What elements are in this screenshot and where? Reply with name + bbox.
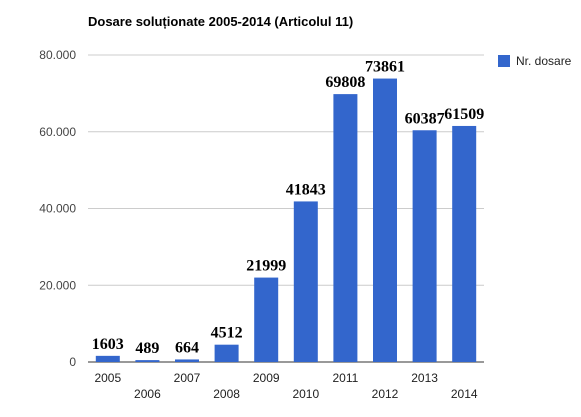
bar (214, 344, 239, 362)
bar (175, 359, 199, 362)
data-label: 41843 (286, 181, 326, 198)
bar (452, 125, 477, 362)
data-label: 21999 (246, 258, 286, 275)
data-label: 664 (175, 339, 199, 356)
bar (373, 78, 397, 362)
data-label: 489 (135, 340, 159, 357)
x-tick-label: 2007 (174, 371, 201, 385)
chart-title: Dosare soluționate 2005-2014 (Articolul … (88, 14, 354, 29)
bar (254, 277, 279, 362)
x-tick-label: 2012 (372, 387, 399, 401)
y-tick-label: 0 (69, 355, 76, 369)
x-tick-label: 2010 (292, 387, 319, 401)
legend-label: Nr. dosare (516, 54, 572, 68)
bar (333, 94, 358, 362)
x-tick-label: 2014 (451, 387, 478, 401)
x-tick-label: 2013 (411, 371, 438, 385)
x-tick-label: 2011 (332, 371, 358, 385)
y-tick-label: 20.000 (39, 278, 76, 292)
bar (135, 360, 160, 362)
data-label: 69808 (325, 74, 365, 91)
data-label: 60387 (405, 110, 445, 127)
data-label: 73861 (365, 59, 405, 76)
legend-swatch (498, 55, 510, 67)
x-tick-label: 2006 (134, 387, 161, 401)
data-label: 4512 (211, 325, 243, 342)
bar (293, 201, 318, 362)
data-label: 1603 (92, 336, 124, 353)
x-tick-label: 2005 (94, 371, 121, 385)
y-tick-label: 80.000 (39, 48, 76, 62)
bar (95, 355, 120, 362)
x-tick-label: 2008 (213, 387, 240, 401)
legend: Nr. dosare (498, 54, 571, 68)
data-label: 61509 (444, 106, 484, 123)
y-tick-label: 40.000 (39, 202, 76, 216)
y-tick-label: 60.000 (39, 125, 76, 139)
x-tick-label: 2009 (253, 371, 280, 385)
bar (412, 130, 437, 362)
